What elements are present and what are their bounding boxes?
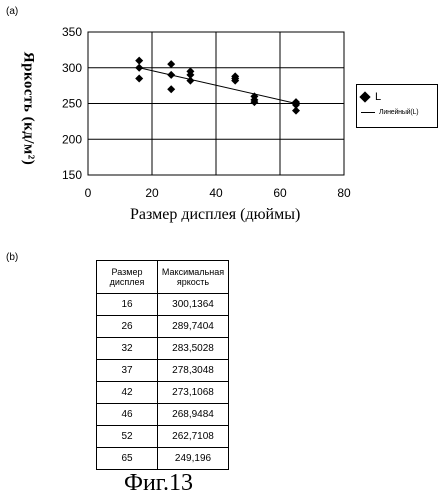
cell-size: 46 bbox=[96, 403, 158, 426]
x-tick-label: 0 bbox=[85, 186, 92, 200]
cell-size: 52 bbox=[96, 425, 158, 448]
cell-brightness: 262,7108 bbox=[157, 425, 229, 448]
table-row: 46 268,9484 bbox=[96, 403, 229, 426]
data-point bbox=[135, 56, 144, 65]
data-point bbox=[292, 100, 300, 109]
cell-brightness: 249,196 bbox=[157, 447, 229, 470]
cell-brightness: 283,5028 bbox=[157, 337, 229, 360]
line-marker-icon bbox=[361, 112, 375, 113]
table-row: 52 262,7108 bbox=[96, 425, 229, 448]
table-row: 32 283,5028 bbox=[96, 337, 229, 360]
y-tick-label: 300 bbox=[62, 61, 82, 75]
data-point bbox=[250, 98, 259, 107]
y-tick-label: 150 bbox=[62, 168, 82, 182]
cell-brightness: 300,1364 bbox=[157, 293, 229, 316]
data-point bbox=[292, 106, 300, 115]
table-row: 37 278,3048 bbox=[96, 359, 229, 382]
cell-size: 26 bbox=[96, 315, 158, 338]
cell-size: 32 bbox=[96, 337, 158, 360]
trend-line bbox=[139, 67, 297, 104]
cell-size: 42 bbox=[96, 381, 158, 404]
header-display-size: Размер дисплея bbox=[96, 260, 158, 294]
panel-label-b: (b) bbox=[6, 252, 19, 263]
plot-area bbox=[87, 31, 345, 176]
cell-brightness: 289,7404 bbox=[157, 315, 229, 338]
legend-item-trendline: Линейный(L) bbox=[361, 109, 419, 116]
cell-brightness: 273,1068 bbox=[157, 381, 229, 404]
legend-item-points: L bbox=[359, 91, 382, 103]
x-tick-label: 80 bbox=[337, 186, 351, 200]
cell-brightness: 278,3048 bbox=[157, 359, 229, 382]
data-point bbox=[167, 85, 176, 94]
data-point bbox=[135, 74, 144, 83]
cell-brightness: 268,9484 bbox=[157, 403, 229, 426]
table-row: 65 249,196 bbox=[96, 447, 229, 470]
x-tick-labels: 0 20 40 60 80 bbox=[85, 186, 351, 200]
x-tick-label: 20 bbox=[145, 186, 159, 200]
y-axis-label: Яркость (кд/м²) bbox=[20, 51, 37, 166]
legend: L Линейный(L) bbox=[356, 84, 438, 128]
cell-size: 16 bbox=[96, 293, 158, 316]
y-tick-label: 250 bbox=[62, 97, 82, 111]
cell-size: 37 bbox=[96, 359, 158, 382]
data-point bbox=[231, 76, 240, 85]
figure-caption: Фиг.13 bbox=[124, 470, 193, 496]
data-points bbox=[135, 56, 300, 115]
table-header-row: Размер дисплея Максимальная яркость bbox=[96, 260, 229, 294]
table-row: 42 273,1068 bbox=[96, 381, 229, 404]
data-table: Размер дисплея Максимальная яркость 16 30… bbox=[96, 260, 229, 470]
x-tick-label: 60 bbox=[273, 186, 287, 200]
data-point bbox=[186, 76, 195, 85]
scatter-chart: 150 200 250 300 350 0 20 40 60 80 bbox=[62, 25, 351, 200]
table-row: 16 300,1364 bbox=[96, 293, 229, 316]
legend-label-trendline: Линейный(L) bbox=[379, 109, 419, 116]
cell-size: 65 bbox=[96, 447, 158, 470]
x-tick-label: 40 bbox=[209, 186, 223, 200]
y-tick-label: 200 bbox=[62, 132, 82, 146]
header-max-brightness: Максимальная яркость bbox=[157, 260, 229, 294]
panel-label-a: (a) bbox=[6, 6, 19, 17]
data-point bbox=[186, 70, 195, 79]
data-point bbox=[167, 60, 176, 69]
x-axis-label: Размер дисплея (дюймы) bbox=[130, 206, 301, 223]
trend-line-group bbox=[139, 67, 297, 104]
diamond-marker-icon bbox=[359, 91, 371, 103]
gridlines bbox=[88, 32, 344, 175]
data-point bbox=[135, 63, 144, 72]
table-row: 26 289,7404 bbox=[96, 315, 229, 338]
data-point bbox=[167, 70, 176, 79]
y-tick-labels: 150 200 250 300 350 bbox=[62, 25, 82, 182]
legend-label-points: L bbox=[375, 91, 382, 103]
y-tick-label: 350 bbox=[62, 25, 82, 39]
